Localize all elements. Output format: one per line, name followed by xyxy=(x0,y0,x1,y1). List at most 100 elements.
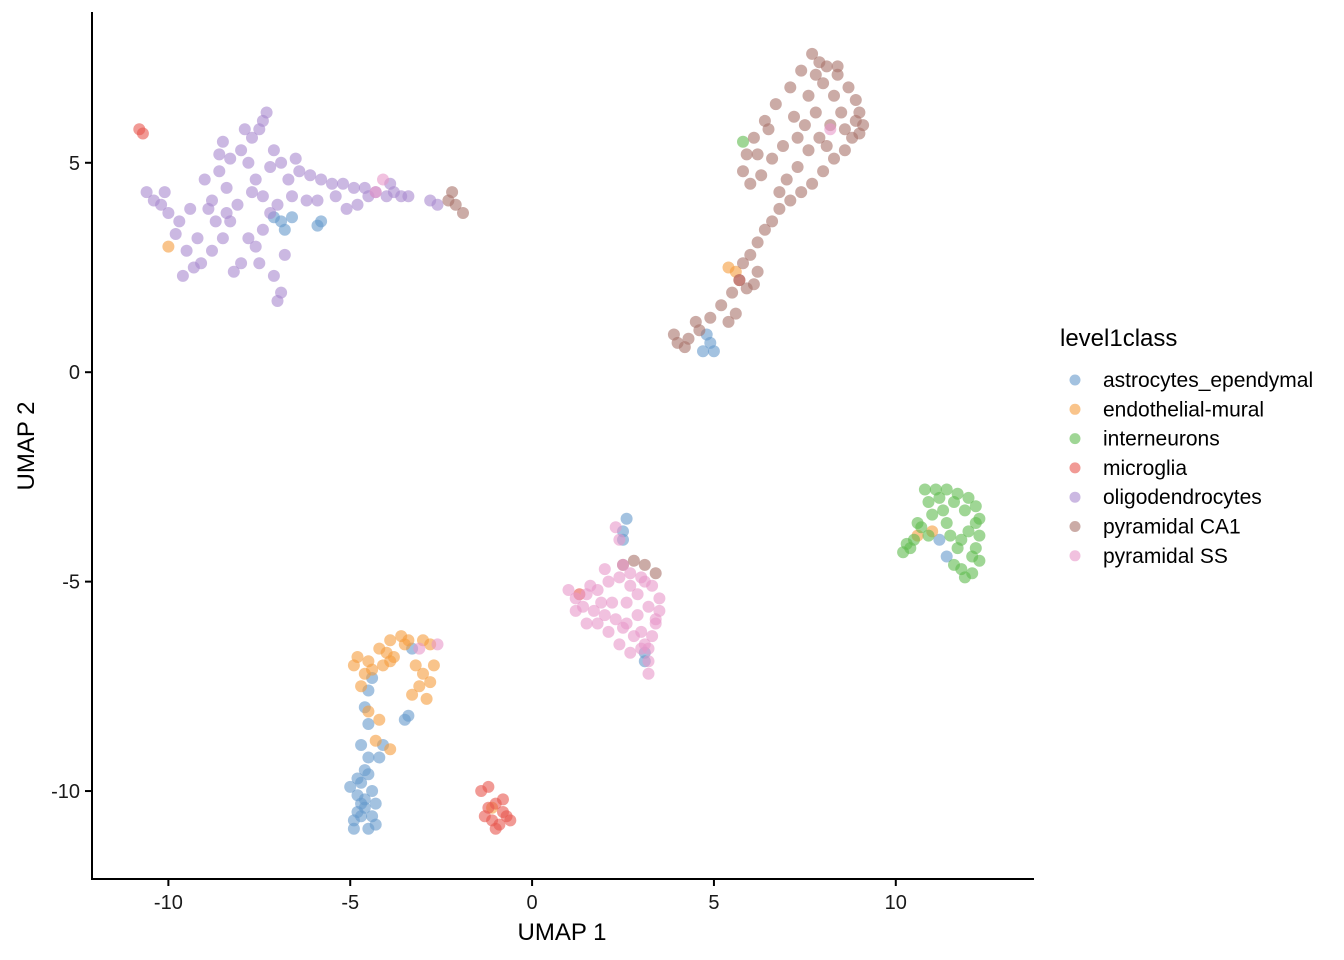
data-point xyxy=(697,345,709,358)
data-point xyxy=(780,173,793,186)
data-point xyxy=(842,81,855,94)
x-axis-title: UMAP 1 xyxy=(518,919,607,946)
data-point xyxy=(962,491,975,504)
y-ticks: -10 -5 0 5 xyxy=(51,153,92,803)
data-point xyxy=(278,223,291,236)
legend-items: astrocytes_ependymal endothelial-mural int… xyxy=(1069,369,1313,568)
data-point xyxy=(802,89,815,102)
legend-key xyxy=(1069,550,1081,562)
data-point xyxy=(457,207,469,219)
data-point xyxy=(624,646,637,659)
data-point xyxy=(355,810,368,823)
data-point xyxy=(362,768,375,781)
data-point xyxy=(591,617,604,630)
data-point xyxy=(216,232,229,245)
data-point xyxy=(235,144,248,157)
data-point xyxy=(740,148,753,161)
series-astrocytes-ependymal xyxy=(267,211,953,835)
data-point xyxy=(602,575,615,588)
legend-key xyxy=(1069,374,1081,386)
legend-label: endothelial-mural xyxy=(1103,398,1264,421)
data-point xyxy=(417,667,429,680)
data-point xyxy=(220,181,233,194)
data-point xyxy=(169,228,182,240)
data-point xyxy=(216,135,229,148)
x-tick-label: -10 xyxy=(154,892,183,914)
data-point xyxy=(940,517,953,529)
data-point xyxy=(355,680,368,693)
points-layer xyxy=(133,47,986,835)
data-point xyxy=(911,517,924,529)
data-point xyxy=(809,106,822,119)
data-point xyxy=(631,609,644,622)
data-point xyxy=(409,659,422,672)
data-point xyxy=(838,144,851,157)
series-pyramidal-ca1 xyxy=(442,47,870,580)
data-point xyxy=(402,634,415,647)
data-point xyxy=(838,123,851,136)
data-point xyxy=(224,152,237,165)
data-point xyxy=(751,148,764,161)
data-point xyxy=(926,508,939,521)
data-point xyxy=(638,558,651,571)
data-point xyxy=(304,169,317,182)
data-point xyxy=(737,257,749,270)
data-point xyxy=(278,248,291,261)
data-point xyxy=(922,496,935,508)
data-point xyxy=(231,198,244,211)
data-point xyxy=(613,533,626,546)
legend-label: pyramidal CA1 xyxy=(1103,516,1241,539)
data-point xyxy=(238,123,251,136)
data-point xyxy=(402,190,415,203)
data-point xyxy=(737,135,749,148)
data-point xyxy=(969,517,982,529)
data-point xyxy=(162,207,175,219)
data-point xyxy=(195,257,208,270)
data-point xyxy=(944,529,957,542)
data-point xyxy=(373,713,386,726)
data-point xyxy=(562,584,575,596)
y-tick-label: 0 xyxy=(69,362,80,384)
data-point xyxy=(715,299,728,312)
data-point xyxy=(649,567,662,580)
data-point xyxy=(824,123,837,136)
data-point xyxy=(948,496,960,508)
data-point xyxy=(384,743,397,756)
data-point xyxy=(602,625,615,638)
data-point xyxy=(267,269,280,282)
data-point xyxy=(347,659,360,672)
data-point xyxy=(900,537,913,550)
data-point xyxy=(747,131,760,144)
data-point xyxy=(955,533,968,546)
x-tick-label: 10 xyxy=(885,892,907,914)
data-point xyxy=(707,345,720,358)
x-tick-label: 5 xyxy=(708,892,719,914)
data-point xyxy=(347,181,360,194)
data-point xyxy=(420,692,433,705)
data-point xyxy=(777,140,789,152)
data-point xyxy=(431,198,444,211)
data-point xyxy=(380,646,393,659)
data-point xyxy=(260,106,273,119)
data-point xyxy=(584,579,597,592)
data-point xyxy=(351,198,364,211)
data-point xyxy=(631,588,644,601)
series-oligodendrocytes xyxy=(140,106,444,307)
data-point xyxy=(762,123,775,136)
data-point xyxy=(242,156,255,169)
data-point xyxy=(264,161,277,173)
data-point xyxy=(311,194,324,207)
data-point xyxy=(362,705,375,718)
data-point xyxy=(740,282,753,295)
data-point xyxy=(369,797,382,810)
data-point xyxy=(253,123,266,136)
data-point xyxy=(271,295,284,307)
data-point xyxy=(271,198,284,211)
data-point xyxy=(406,688,419,701)
data-point xyxy=(958,504,971,517)
data-point xyxy=(140,186,153,199)
data-point xyxy=(206,194,218,207)
data-point xyxy=(442,194,455,207)
y-tick-label: -5 xyxy=(62,572,80,594)
